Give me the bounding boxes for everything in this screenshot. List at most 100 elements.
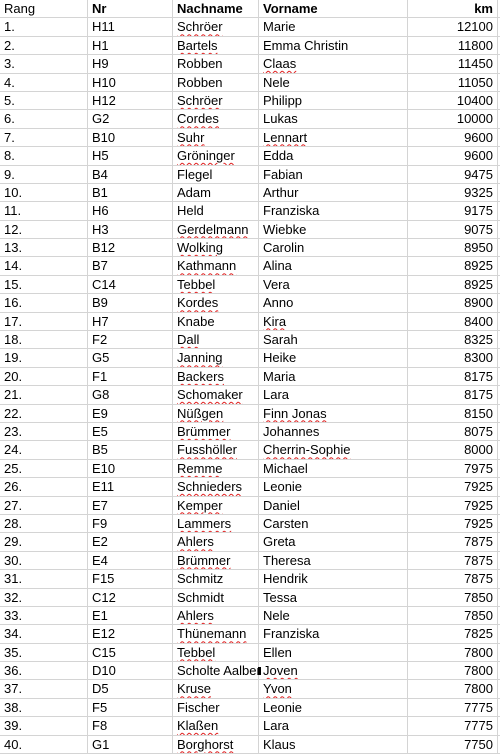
cell-rang[interactable]: 1.: [0, 18, 88, 36]
cell-rang[interactable]: 32.: [0, 588, 88, 606]
cell-vorname[interactable]: Daniel: [259, 496, 408, 514]
cell-km[interactable]: 7975: [408, 459, 498, 478]
cell-nr[interactable]: H5: [88, 147, 173, 165]
cell-km[interactable]: 8925: [408, 275, 498, 294]
cell-nachname[interactable]: Dall: [173, 331, 259, 349]
header-rang[interactable]: Rang: [0, 0, 88, 18]
cell-nachname[interactable]: Schröer: [173, 18, 259, 36]
cell-vorname[interactable]: Lara: [259, 717, 408, 735]
cell-nr[interactable]: E11: [88, 478, 173, 496]
cell-nachname[interactable]: Schomaker: [173, 386, 259, 404]
cell-km[interactable]: 8950: [408, 239, 498, 257]
cell-vorname[interactable]: Johannes: [259, 422, 408, 441]
cell-rang[interactable]: 24.: [0, 441, 88, 459]
cell-vorname[interactable]: Franziska: [259, 625, 408, 643]
cell-km[interactable]: 10000: [408, 110, 498, 128]
cell-rang[interactable]: 14.: [0, 257, 88, 275]
cell-vorname[interactable]: Lennart: [259, 128, 408, 147]
cell-rang[interactable]: 3.: [0, 55, 88, 73]
cell-km[interactable]: 9600: [408, 128, 498, 147]
cell-vorname[interactable]: Lukas: [259, 110, 408, 128]
cell-nr[interactable]: G1: [88, 735, 173, 754]
cell-km[interactable]: 7875: [408, 551, 498, 570]
cell-rang[interactable]: 22.: [0, 404, 88, 422]
cell-nachname[interactable]: Borghorst: [173, 735, 259, 754]
cell-nr[interactable]: F8: [88, 717, 173, 735]
cell-nachname[interactable]: Knabe: [173, 312, 259, 331]
cell-rang[interactable]: 11.: [0, 202, 88, 220]
cell-vorname[interactable]: Kira: [259, 312, 408, 331]
cell-vorname[interactable]: Edda: [259, 147, 408, 165]
cell-nachname[interactable]: Brümmer: [173, 551, 259, 570]
cell-nachname[interactable]: Ahlers: [173, 606, 259, 625]
cell-nr[interactable]: E5: [88, 422, 173, 441]
cell-nachname[interactable]: Flegel: [173, 165, 259, 183]
cell-vorname[interactable]: Maria: [259, 367, 408, 386]
cell-km[interactable]: 7775: [408, 717, 498, 735]
cell-nachname[interactable]: Kordes: [173, 294, 259, 312]
cell-rang[interactable]: 19.: [0, 349, 88, 367]
header-nr[interactable]: Nr: [88, 0, 173, 18]
cell-rang[interactable]: 21.: [0, 386, 88, 404]
cell-vorname[interactable]: Klaus: [259, 735, 408, 754]
cell-nr[interactable]: H3: [88, 220, 173, 239]
cell-nr[interactable]: B7: [88, 257, 173, 275]
cell-nachname[interactable]: Fusshöller: [173, 441, 259, 459]
cell-nr[interactable]: H11: [88, 18, 173, 36]
cell-km[interactable]: 7750: [408, 735, 498, 754]
cell-km[interactable]: 8325: [408, 331, 498, 349]
cell-nachname[interactable]: Klaßen: [173, 717, 259, 735]
cell-nachname[interactable]: Schnieders: [173, 478, 259, 496]
cell-km[interactable]: 8300: [408, 349, 498, 367]
cell-nachname[interactable]: Brümmer: [173, 422, 259, 441]
cell-km[interactable]: 7800: [408, 643, 498, 662]
cell-nachname[interactable]: Schröer: [173, 91, 259, 110]
cell-km[interactable]: 11050: [408, 73, 498, 91]
cell-nachname[interactable]: Fischer: [173, 698, 259, 717]
cell-nachname[interactable]: Cordes: [173, 110, 259, 128]
cell-rang[interactable]: 26.: [0, 478, 88, 496]
cell-vorname[interactable]: Sarah: [259, 331, 408, 349]
cell-nachname[interactable]: Tebbel: [173, 643, 259, 662]
cell-nr[interactable]: D5: [88, 680, 173, 698]
cell-nachname[interactable]: Adam: [173, 183, 259, 202]
cell-nachname[interactable]: Robben: [173, 55, 259, 73]
cell-vorname[interactable]: Claas: [259, 55, 408, 73]
cell-km[interactable]: 7925: [408, 496, 498, 514]
cell-km[interactable]: 9475: [408, 165, 498, 183]
cell-rang[interactable]: 16.: [0, 294, 88, 312]
cell-km[interactable]: 9600: [408, 147, 498, 165]
cell-km[interactable]: 9175: [408, 202, 498, 220]
cell-nachname[interactable]: Janning: [173, 349, 259, 367]
cell-nr[interactable]: E1: [88, 606, 173, 625]
cell-vorname[interactable]: Philipp: [259, 91, 408, 110]
cell-nachname[interactable]: Gröninger: [173, 147, 259, 165]
cell-nachname[interactable]: Kathmann: [173, 257, 259, 275]
cell-nr[interactable]: C12: [88, 588, 173, 606]
cell-rang[interactable]: 31.: [0, 570, 88, 588]
cell-nr[interactable]: H12: [88, 91, 173, 110]
cell-vorname[interactable]: Nele: [259, 73, 408, 91]
cell-km[interactable]: 7800: [408, 680, 498, 698]
cell-rang[interactable]: 33.: [0, 606, 88, 625]
cell-nachname[interactable]: Held: [173, 202, 259, 220]
cell-km[interactable]: 8925: [408, 257, 498, 275]
cell-rang[interactable]: 29.: [0, 533, 88, 551]
cell-nr[interactable]: C15: [88, 643, 173, 662]
cell-rang[interactable]: 25.: [0, 459, 88, 478]
cell-vorname[interactable]: Leonie: [259, 698, 408, 717]
cell-nr[interactable]: H1: [88, 36, 173, 55]
cell-km[interactable]: 7850: [408, 588, 498, 606]
cell-nachname[interactable]: Gerdelmann: [173, 220, 259, 239]
cell-nachname[interactable]: Nüßgen: [173, 404, 259, 422]
cell-vorname[interactable]: Finn Jonas: [259, 404, 408, 422]
cell-km[interactable]: 7925: [408, 514, 498, 533]
cell-nachname[interactable]: Remme: [173, 459, 259, 478]
cell-vorname[interactable]: Wiebke: [259, 220, 408, 239]
cell-km[interactable]: 8000: [408, 441, 498, 459]
cell-nachname[interactable]: Backers: [173, 367, 259, 386]
header-nachname[interactable]: Nachname: [173, 0, 259, 18]
cell-km[interactable]: 9075: [408, 220, 498, 239]
cell-km[interactable]: 8075: [408, 422, 498, 441]
cell-rang[interactable]: 38.: [0, 698, 88, 717]
